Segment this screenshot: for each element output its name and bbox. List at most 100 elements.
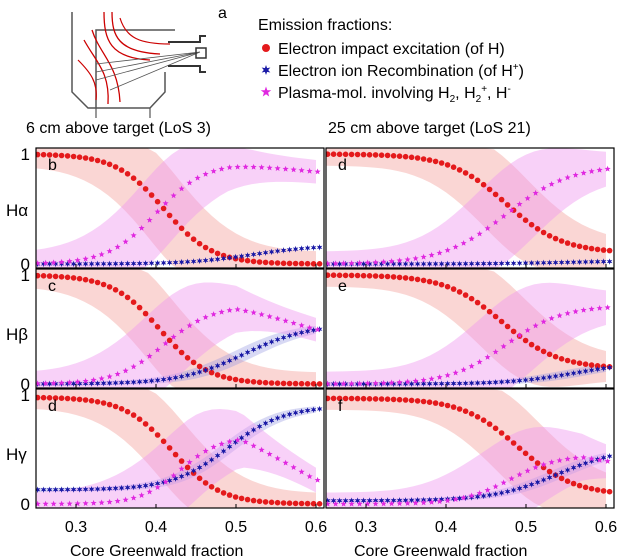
point-recombination bbox=[64, 260, 71, 268]
point-recombination bbox=[480, 379, 487, 386]
point-recombination bbox=[360, 497, 367, 504]
point-plasma-mol bbox=[332, 380, 339, 387]
point-excitation bbox=[292, 500, 299, 507]
x-tick-label: 0.5 bbox=[515, 519, 537, 536]
point-plasma-mol bbox=[580, 454, 587, 461]
panel-c-2: c 0 1 bbox=[21, 266, 325, 394]
point-plasma-mol bbox=[452, 369, 459, 376]
point-recombination bbox=[148, 481, 155, 488]
point-plasma-mol bbox=[146, 216, 153, 223]
point-excitation bbox=[178, 458, 185, 464]
point-plasma-mol bbox=[82, 500, 89, 506]
point-plasma-mol bbox=[82, 255, 89, 262]
point-recombination bbox=[516, 377, 523, 384]
point-recombination bbox=[286, 411, 293, 418]
point-excitation bbox=[148, 317, 155, 323]
point-excitation bbox=[130, 299, 137, 306]
point-excitation bbox=[486, 308, 493, 315]
point-recombination bbox=[112, 485, 119, 492]
point-recombination bbox=[244, 349, 251, 356]
point-recombination bbox=[232, 354, 239, 362]
point-excitation bbox=[316, 381, 323, 387]
point-recombination bbox=[268, 417, 275, 424]
point-recombination bbox=[304, 407, 311, 414]
point-recombination bbox=[160, 478, 167, 486]
point-plasma-mol bbox=[178, 327, 185, 334]
point-excitation bbox=[432, 400, 439, 406]
point-plasma-mol bbox=[130, 494, 137, 501]
point-recombination bbox=[298, 329, 305, 336]
point-plasma-mol bbox=[588, 455, 595, 462]
point-recombination bbox=[238, 252, 245, 260]
point-excitation bbox=[292, 380, 299, 387]
point-recombination bbox=[52, 260, 59, 268]
point-excitation bbox=[582, 361, 589, 368]
point-plasma-mol bbox=[492, 348, 499, 355]
point-recombination bbox=[522, 259, 529, 267]
point-plasma-mol bbox=[162, 478, 169, 485]
point-excitation bbox=[136, 304, 143, 311]
point-excitation bbox=[76, 154, 83, 160]
point-plasma-mol bbox=[348, 260, 355, 266]
point-plasma-mol bbox=[242, 438, 249, 445]
point-plasma-mol bbox=[194, 453, 201, 459]
point-recombination bbox=[498, 378, 505, 386]
point-plasma-mol bbox=[258, 311, 265, 318]
point-recombination bbox=[462, 380, 469, 387]
point-plasma-mol bbox=[604, 304, 611, 311]
point-plasma-mol bbox=[572, 308, 579, 315]
point-excitation bbox=[58, 274, 65, 280]
x-axis-label-right: Core Greenwald fraction bbox=[354, 543, 527, 560]
point-recombination bbox=[354, 260, 361, 268]
point-excitation bbox=[366, 152, 373, 158]
point-excitation bbox=[130, 175, 137, 181]
point-recombination bbox=[148, 377, 155, 385]
point-recombination bbox=[366, 380, 373, 388]
point-recombination bbox=[46, 260, 53, 268]
point-recombination bbox=[118, 484, 125, 492]
point-recombination bbox=[232, 253, 239, 261]
point-excitation bbox=[606, 488, 613, 495]
point-excitation bbox=[468, 173, 475, 180]
point-excitation bbox=[178, 225, 185, 232]
point-excitation bbox=[298, 380, 305, 387]
point-plasma-mol bbox=[468, 235, 475, 242]
point-excitation bbox=[262, 259, 269, 266]
point-recombination bbox=[552, 372, 559, 380]
point-excitation bbox=[462, 170, 469, 176]
point-plasma-mol bbox=[516, 471, 523, 478]
point-plasma-mol bbox=[42, 380, 49, 387]
x-tick-label: 0.6 bbox=[305, 519, 327, 536]
point-excitation bbox=[462, 292, 469, 298]
point-recombination bbox=[528, 259, 535, 267]
point-recombination bbox=[540, 374, 547, 382]
point-recombination bbox=[528, 376, 535, 383]
point-plasma-mol bbox=[306, 473, 313, 480]
point-plasma-mol bbox=[114, 370, 121, 377]
point-recombination bbox=[534, 479, 541, 486]
x-tick-label: 0.3 bbox=[355, 519, 377, 536]
point-recombination bbox=[256, 250, 263, 257]
point-recombination bbox=[310, 326, 317, 334]
point-excitation bbox=[304, 500, 311, 507]
point-plasma-mol bbox=[388, 258, 395, 264]
point-recombination bbox=[196, 464, 203, 471]
point-recombination bbox=[468, 494, 475, 501]
point-excitation bbox=[432, 280, 439, 286]
point-recombination bbox=[372, 497, 379, 504]
point-plasma-mol bbox=[282, 165, 289, 172]
point-plasma-mol bbox=[106, 248, 113, 254]
x-tick-label: 0.3 bbox=[65, 519, 87, 536]
point-plasma-mol bbox=[508, 475, 515, 482]
point-excitation bbox=[456, 289, 463, 295]
point-excitation bbox=[64, 395, 71, 402]
point-recombination bbox=[522, 376, 529, 384]
point-excitation bbox=[486, 186, 493, 193]
point-excitation bbox=[564, 240, 571, 246]
point-plasma-mol bbox=[532, 189, 539, 196]
point-excitation bbox=[262, 499, 269, 505]
point-plasma-mol bbox=[298, 322, 305, 329]
point-plasma-mol bbox=[420, 376, 427, 383]
point-excitation bbox=[570, 480, 577, 487]
point-recombination bbox=[310, 406, 317, 413]
